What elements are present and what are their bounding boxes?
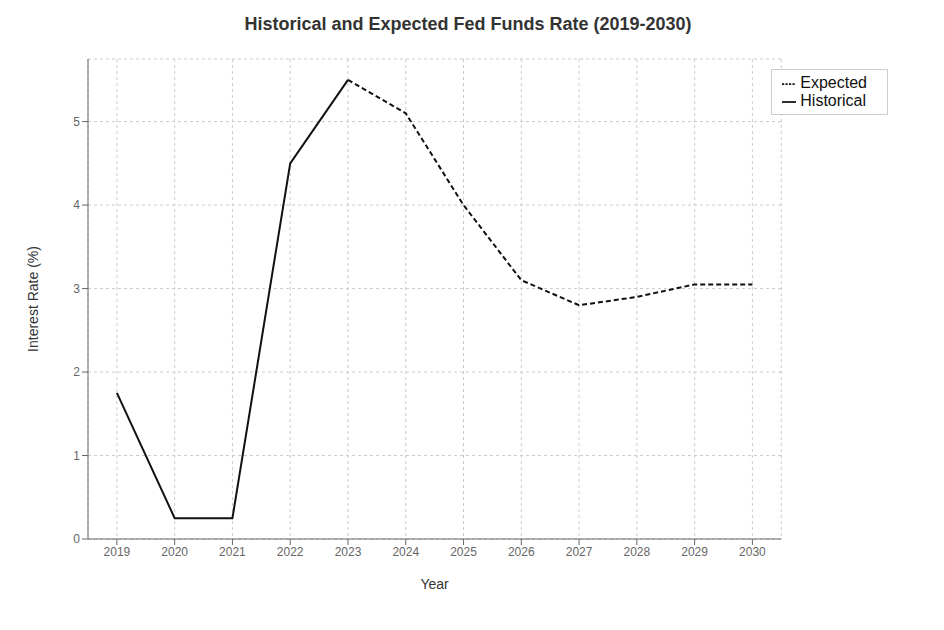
svg-text:2020: 2020 — [161, 545, 188, 559]
svg-text:2030: 2030 — [739, 545, 766, 559]
svg-text:2027: 2027 — [566, 545, 593, 559]
svg-text:2022: 2022 — [277, 545, 304, 559]
svg-text:2: 2 — [73, 365, 80, 379]
svg-text:Interest Rate (%): Interest Rate (%) — [25, 246, 41, 352]
svg-text:3: 3 — [73, 282, 80, 296]
svg-text:2021: 2021 — [219, 545, 246, 559]
svg-text:5: 5 — [73, 115, 80, 129]
html-text:Historical: Historical — [800, 92, 867, 109]
html-text:Historical and Expected Fed Fu: Historical and Expected Fed Funds Rate (… — [244, 14, 692, 34]
svg-text:1: 1 — [73, 449, 80, 463]
svg-text:Year: Year — [420, 576, 449, 592]
svg-text:0: 0 — [73, 532, 80, 546]
svg-text:2028: 2028 — [623, 545, 650, 559]
svg-text:2026: 2026 — [508, 545, 535, 559]
svg-text:2024: 2024 — [392, 545, 419, 559]
svg-text:2023: 2023 — [335, 545, 362, 559]
svg-text:4: 4 — [73, 198, 80, 212]
svg-text:2019: 2019 — [104, 545, 131, 559]
svg-text:2029: 2029 — [681, 545, 708, 559]
svg-text:2025: 2025 — [450, 545, 477, 559]
html-text:Expected: Expected — [800, 74, 867, 91]
